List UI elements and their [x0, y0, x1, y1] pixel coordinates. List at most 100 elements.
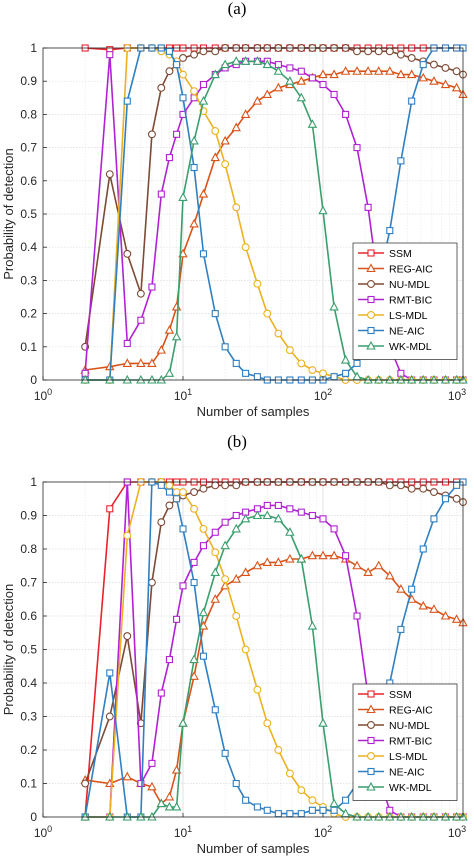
data-point-rmt-bic — [148, 759, 156, 767]
data-point-rmt-bic — [157, 190, 165, 198]
data-point-nu-mdl — [123, 632, 132, 641]
data-point-rmt-bic — [221, 518, 229, 526]
data-point-reg-aic — [440, 610, 451, 620]
legend-marker-ssm — [367, 690, 375, 698]
x-tick-label: 101 — [174, 387, 192, 403]
data-point-wk-mdl — [210, 69, 220, 79]
legend-label-wk-mdl: WK-MDL — [389, 341, 432, 353]
data-point-ls-mdl — [221, 575, 230, 584]
data-point-wk-mdl — [451, 374, 462, 384]
data-point-reg-aic — [296, 76, 307, 85]
data-point-wk-mdl — [296, 92, 307, 102]
data-point-nu-mdl — [452, 494, 461, 503]
data-point-rmt-bic — [137, 316, 145, 324]
data-point-nu-mdl — [157, 518, 166, 527]
data-point-reg-aic — [240, 567, 251, 577]
data-point-reg-aic — [164, 791, 175, 801]
y-tick-label: 0.3 — [20, 710, 37, 724]
data-point-wk-mdl — [198, 95, 209, 105]
data-point-reg-aic — [385, 66, 395, 75]
legend-marker-rmt-bic — [367, 295, 375, 304]
x-tick-label: 102 — [314, 387, 332, 403]
data-point-wk-mdl — [329, 798, 339, 808]
data-point-ls-mdl — [297, 359, 306, 368]
data-point-ls-mdl — [199, 524, 208, 533]
data-point-ls-mdl — [253, 279, 262, 288]
data-point-nu-mdl — [211, 481, 220, 490]
data-point-rmt-bic — [263, 501, 271, 510]
legend-label-rmt-bic: RMT-BIC — [389, 295, 433, 307]
data-point-ls-mdl — [308, 796, 317, 805]
data-point-nu-mdl — [452, 67, 461, 76]
data-point-reg-aic — [285, 553, 295, 563]
y-tick-label: 0.4 — [20, 676, 37, 690]
data-point-nu-mdl — [407, 54, 416, 62]
data-point-reg-aic — [220, 135, 230, 145]
data-point-wk-mdl — [156, 374, 167, 384]
legend-marker-wk-mdl — [366, 340, 376, 350]
data-point-reg-aic — [147, 781, 157, 791]
data-point-ne-aic — [173, 61, 181, 69]
data-point-wk-mdl — [164, 801, 175, 811]
data-point-wk-mdl — [80, 811, 90, 821]
y-tick-label: 0.2 — [20, 743, 37, 757]
data-point-nu-mdl — [407, 484, 416, 493]
data-point-ls-mdl — [308, 366, 317, 374]
data-point-nu-mdl — [199, 47, 208, 56]
legend-marker-ls-mdl — [367, 311, 375, 319]
legend: SSM REG-AIC NU-MDL RMT-BIC LS-MDL NE-AIC WK-MD… — [352, 683, 458, 801]
data-point-ne-aic — [253, 373, 261, 381]
legend-marker-ssm — [367, 249, 375, 257]
data-point-wk-mdl — [307, 119, 318, 128]
x-tick-label: 103 — [448, 387, 466, 403]
data-point-wk-mdl — [429, 811, 439, 821]
data-point-ne-aic — [165, 47, 173, 55]
data-point-ls-mdl — [232, 612, 241, 620]
data-point-wk-mdl — [262, 59, 273, 69]
panel-label: (b) — [227, 432, 247, 451]
data-point-wk-mdl — [373, 811, 384, 821]
data-point-ls-mdl — [190, 87, 199, 96]
data-point-nu-mdl — [385, 47, 394, 56]
data-point-wk-mdl — [296, 553, 307, 563]
data-point-reg-aic — [156, 344, 167, 354]
data-point-reg-aic — [231, 573, 241, 583]
data-point-wk-mdl — [210, 567, 220, 577]
data-point-ls-mdl — [165, 481, 174, 490]
data-point-wk-mdl — [220, 540, 230, 550]
data-point-ls-mdl — [285, 769, 294, 778]
data-point-reg-aic — [307, 550, 318, 560]
data-point-wk-mdl — [147, 374, 157, 384]
y-tick-label: 1 — [30, 475, 37, 489]
data-point-rmt-bic — [123, 339, 131, 348]
data-point-wk-mdl — [240, 513, 251, 523]
data-point-reg-aic — [340, 66, 351, 75]
x-axis-label: Number of samples — [197, 841, 310, 856]
data-point-ls-mdl — [179, 70, 187, 79]
data-point-reg-aic — [352, 560, 362, 570]
data-point-wk-mdl — [373, 374, 384, 384]
data-point-reg-aic — [189, 671, 199, 680]
data-point-reg-aic — [164, 325, 175, 334]
y-tick-label: 0.2 — [20, 307, 37, 321]
data-point-ssm — [106, 505, 114, 513]
data-point-wk-mdl — [396, 374, 406, 384]
data-point-ls-mdl — [123, 531, 132, 540]
data-point-ne-aic — [232, 779, 240, 788]
data-point-nu-mdl — [232, 481, 241, 490]
data-point-reg-aic — [329, 550, 339, 560]
data-point-ne-aic — [419, 61, 427, 69]
data-point-rmt-bic — [179, 582, 187, 590]
data-point-ne-aic — [199, 250, 208, 258]
legend-label-ssm: SSM — [389, 689, 412, 701]
legend-marker-wk-mdl — [366, 781, 376, 791]
y-tick-label: 0.3 — [20, 273, 37, 287]
legend-marker-rmt-bic — [367, 736, 375, 745]
data-point-rmt-bic — [106, 51, 114, 59]
data-point-nu-mdl — [147, 578, 156, 587]
data-point-ne-aic — [408, 97, 416, 105]
data-point-ls-mdl — [241, 645, 250, 654]
legend-marker-ne-aic — [367, 326, 375, 335]
data-point-nu-mdl — [199, 484, 208, 493]
data-point-wk-mdl — [252, 56, 263, 65]
